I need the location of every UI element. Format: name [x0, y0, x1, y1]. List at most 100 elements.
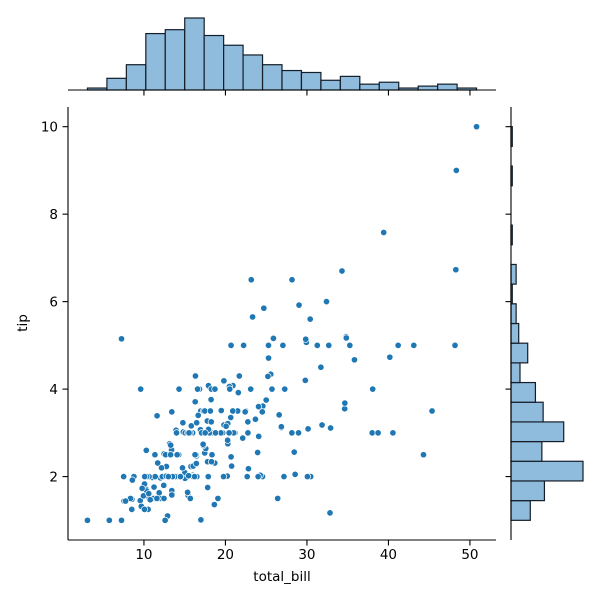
scatter-point	[262, 396, 270, 404]
scatter-point	[428, 407, 436, 415]
right-histogram-bar	[510, 460, 584, 482]
scatter-point	[280, 473, 288, 481]
x-tick-label: 40	[380, 547, 397, 563]
scatter-point	[451, 341, 459, 349]
right-histogram-bar	[510, 342, 529, 364]
scatter-point	[121, 497, 130, 505]
right-histogram-bar	[510, 362, 521, 384]
scatter-point	[225, 429, 233, 437]
scatter-point	[472, 123, 481, 131]
scatter-point	[281, 385, 289, 393]
top-histogram-bar	[437, 83, 458, 91]
scatter-point	[153, 412, 161, 420]
scatter-point	[185, 472, 193, 480]
scatter-point	[117, 516, 126, 524]
top-histogram-bar	[359, 83, 380, 91]
top-histogram-bar	[223, 44, 244, 91]
scatter-point	[199, 440, 207, 448]
scatter-point	[227, 413, 235, 422]
scatter-point	[168, 408, 176, 416]
scatter-point	[254, 473, 262, 481]
scatter-point	[145, 490, 153, 498]
scatter-point	[341, 399, 349, 407]
scatter-point	[255, 432, 263, 440]
scatter-point	[167, 451, 175, 459]
scatter-point	[226, 385, 234, 393]
scatter-point	[389, 429, 397, 437]
scatter-point	[191, 473, 199, 481]
top-histogram-bar	[417, 85, 439, 91]
scatter-point	[288, 276, 296, 284]
x-tick-label: 10	[135, 547, 152, 563]
scatter-point	[235, 372, 243, 380]
scatter-point	[251, 415, 259, 423]
scatter-point	[239, 434, 247, 442]
scatter-point	[117, 335, 126, 343]
scatter-point	[350, 356, 359, 364]
right-histogram-bar	[510, 263, 517, 285]
scatter-point	[157, 464, 166, 472]
scatter-point	[214, 494, 222, 503]
scatter-points	[83, 123, 481, 524]
scatter-point	[374, 429, 382, 437]
scatter-point	[318, 421, 326, 429]
scatter-point	[264, 372, 272, 380]
y-tick-label: 4	[49, 382, 58, 398]
scatter-point	[207, 396, 215, 404]
scatter-point	[294, 429, 303, 437]
scatter-point	[264, 341, 273, 349]
joint-axes: 10 20 30 40 50 2 4 6 8 10	[41, 89, 512, 563]
scatter-point	[137, 385, 145, 393]
scatter-point	[240, 341, 248, 349]
right-histogram-bar	[510, 440, 543, 462]
scatter-point	[306, 315, 314, 323]
scatter-point	[167, 441, 175, 449]
scatter-point	[220, 473, 228, 481]
scatter-point	[247, 385, 255, 393]
scatter-point	[326, 509, 334, 517]
scatter-point	[211, 385, 219, 393]
scatter-point	[394, 341, 402, 349]
scatter-point	[220, 377, 228, 385]
scatter-point	[207, 418, 215, 426]
scatter-point	[322, 298, 331, 306]
scatter-point	[178, 464, 187, 472]
scatter-point	[175, 385, 183, 393]
scatter-point	[217, 406, 225, 415]
scatter-point	[138, 484, 146, 492]
scatter-point	[185, 429, 193, 437]
scatter-point	[222, 422, 230, 430]
scatter-point	[290, 448, 298, 456]
scatter-point	[275, 411, 283, 419]
scatter-point	[207, 458, 216, 466]
y-tick-label: 8	[49, 207, 58, 223]
scatter-point	[313, 341, 321, 349]
scatter-point	[172, 429, 181, 437]
right-histogram-bar	[510, 381, 537, 403]
right-histogram-bar	[510, 303, 517, 325]
y-tick-label: 10	[41, 119, 58, 135]
top-histogram-bar	[300, 71, 322, 91]
scatter-point	[161, 516, 169, 524]
scatter-point	[128, 476, 136, 484]
scatter-point	[227, 341, 235, 349]
scatter-point	[303, 473, 311, 481]
scatter-point	[191, 398, 199, 406]
scatter-point	[258, 408, 266, 416]
scatter-point	[249, 313, 257, 321]
scatter-point	[268, 385, 276, 393]
y-tick-label: 2	[49, 469, 58, 485]
scatter-point	[210, 501, 218, 509]
top-histogram-bar	[145, 32, 166, 91]
scatter-point	[191, 372, 199, 380]
scatter-point	[452, 266, 460, 274]
scatter-point	[142, 446, 150, 454]
scatter-point	[269, 334, 277, 342]
scatter-point	[325, 341, 333, 349]
scatter-point	[201, 429, 209, 437]
scatter-point	[264, 354, 273, 362]
scatter-point	[224, 436, 232, 444]
scatter-point	[83, 516, 92, 524]
scatter-point	[317, 363, 325, 371]
scatter-point	[208, 451, 216, 459]
